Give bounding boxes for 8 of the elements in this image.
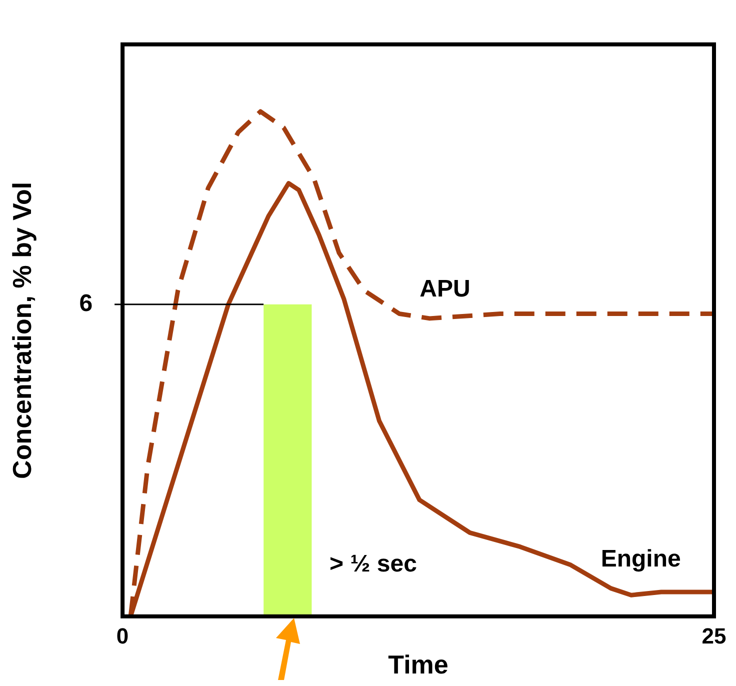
series-label: APU xyxy=(420,275,470,302)
y-axis-title: Concentration, % by Vol xyxy=(6,182,37,479)
x-tick-label: 0 xyxy=(116,624,129,649)
x-tick-label: 25 xyxy=(702,624,726,649)
series-label: Engine xyxy=(600,545,681,572)
annotation: > ½ sec xyxy=(330,550,417,578)
x-axis-title: Time xyxy=(388,650,448,680)
y-tick-label: 6 xyxy=(79,290,93,318)
